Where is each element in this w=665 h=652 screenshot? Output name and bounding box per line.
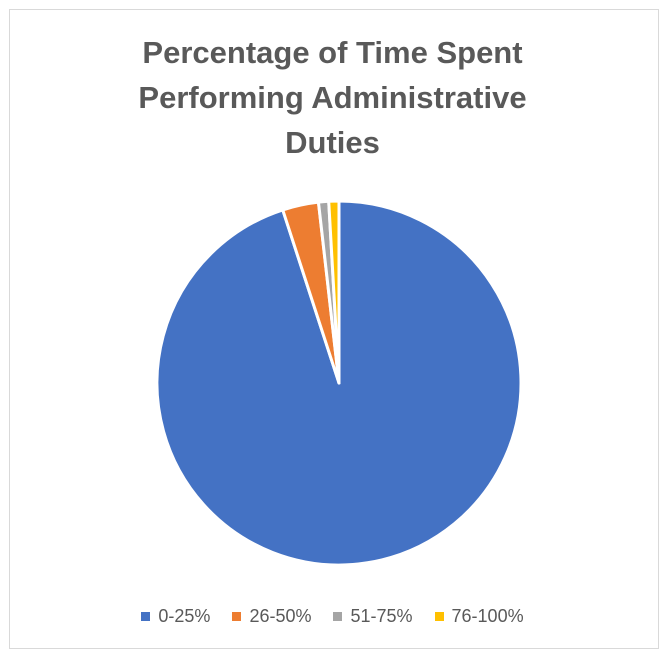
chart-title-line-3: Duties (285, 125, 380, 160)
chart-title-line-1: Percentage of Time Spent (142, 35, 523, 70)
legend-item-76-100: 76-100% (434, 606, 524, 627)
chart-title: Percentage of Time Spent Performing Admi… (0, 30, 665, 165)
legend-swatch-51-75 (333, 612, 343, 621)
legend-label-0-25: 0-25% (158, 606, 211, 626)
pie-slice-76-100 (327, 199, 341, 385)
legend-item-26-50: 26-50% (232, 606, 311, 627)
chart-legend: 0-25% 26-50% 51-75% 76-100% (0, 606, 665, 627)
legend-swatch-26-50 (232, 612, 242, 621)
legend-item-0-25: 0-25% (141, 606, 210, 627)
legend-label-76-100: 76-100% (451, 606, 524, 626)
chart-title-line-2: Performing Administrative (138, 80, 527, 115)
legend-label-26-50: 26-50% (249, 606, 312, 626)
legend-item-51-75: 51-75% (333, 606, 413, 627)
legend-swatch-76-100 (434, 612, 444, 621)
legend-label-51-75: 51-75% (350, 606, 413, 626)
legend-swatch-0-25 (141, 612, 151, 621)
